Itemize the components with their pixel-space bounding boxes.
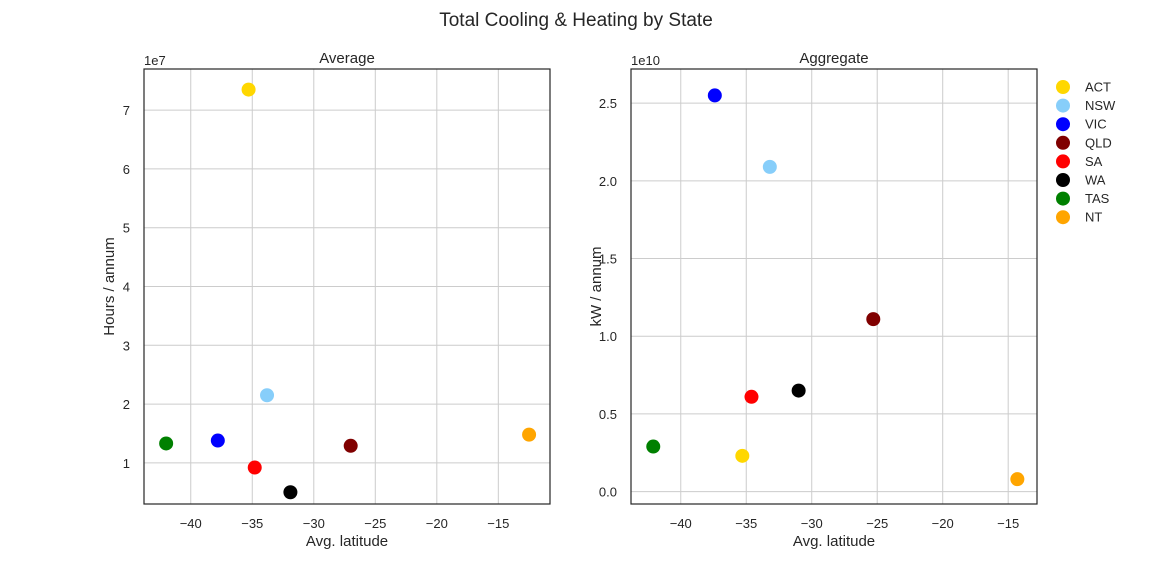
average-title: Average xyxy=(319,50,375,67)
legend-marker-nsw xyxy=(1056,98,1070,113)
legend-marker-act xyxy=(1056,80,1070,94)
legend-label-qld: QLD xyxy=(1085,135,1112,150)
legend-label-nsw: NSW xyxy=(1085,98,1116,113)
aggregate-offset-label: 1e10 xyxy=(631,53,660,68)
average-y-tick-label: 5 xyxy=(123,221,130,236)
average-chart: −40 −35 −30 −25 −20 −15 1 2 3 4 5 6 7 1e7 Average Avg. … xyxy=(101,50,551,550)
aggregate-y-tick-label: 0.0 xyxy=(599,485,617,500)
figure-title: Total Cooling & Heating by State xyxy=(439,10,713,31)
average-x-tick-label: −40 xyxy=(180,516,202,531)
legend-label-nt: NT xyxy=(1085,210,1102,225)
average-point-vic xyxy=(210,433,225,448)
aggregate-x-tick-label: −20 xyxy=(932,516,954,531)
aggregate-point-vic xyxy=(707,88,722,103)
average-point-nsw xyxy=(260,388,275,403)
average-y-tick-label: 7 xyxy=(123,103,130,118)
average-y-axis-label: Hours / annum xyxy=(101,237,118,335)
legend-marker-qld xyxy=(1056,135,1070,150)
legend-marker-nt xyxy=(1056,210,1070,225)
average-point-wa xyxy=(283,485,298,500)
aggregate-point-wa xyxy=(791,383,806,398)
aggregate-y-tick-label: 1.0 xyxy=(599,329,617,344)
aggregate-point-nt xyxy=(1010,472,1025,487)
aggregate-x-tick-label: −15 xyxy=(997,516,1019,531)
average-y-tick-label: 6 xyxy=(123,162,130,177)
average-offset-label: 1e7 xyxy=(144,53,166,68)
aggregate-chart: −40 −35 −30 −25 −20 −15 0.0 0.5 1.0 1.5 2.0 2.5 1e10… xyxy=(588,50,1038,550)
aggregate-y-tick-label: 1.5 xyxy=(599,252,617,267)
legend-label-sa: SA xyxy=(1085,154,1103,169)
aggregate-y-axis-label: kW / annum xyxy=(588,246,605,326)
average-point-tas xyxy=(159,436,174,451)
legend-marker-tas xyxy=(1056,191,1070,206)
average-x-axis-label: Avg. latitude xyxy=(306,533,388,550)
average-x-tick-label: −15 xyxy=(487,516,509,531)
aggregate-x-tick-label: −35 xyxy=(735,516,757,531)
average-point-act xyxy=(241,82,256,97)
average-x-tick-label: −20 xyxy=(426,516,448,531)
legend-marker-sa xyxy=(1056,154,1070,169)
aggregate-point-sa xyxy=(744,389,759,404)
aggregate-y-tick-label: 0.5 xyxy=(599,407,617,422)
average-point-nt xyxy=(522,427,537,442)
average-y-tick-label: 3 xyxy=(123,338,130,353)
average-x-tick-label: −30 xyxy=(303,516,325,531)
aggregate-point-tas xyxy=(646,439,661,454)
aggregate-title: Aggregate xyxy=(799,50,868,67)
aggregate-x-axis-label: Avg. latitude xyxy=(793,533,875,550)
legend-label-wa: WA xyxy=(1085,173,1106,188)
aggregate-point-act xyxy=(735,448,750,463)
aggregate-plot-frame xyxy=(630,68,1038,505)
average-plot-frame xyxy=(143,68,551,505)
legend-label-vic: VIC xyxy=(1085,117,1107,132)
legend-label-tas: TAS xyxy=(1085,191,1110,206)
average-point-sa xyxy=(247,460,262,475)
average-x-tick-label: −25 xyxy=(364,516,386,531)
aggregate-y-tick-label: 2.0 xyxy=(599,174,617,189)
aggregate-x-tick-label: −40 xyxy=(670,516,692,531)
legend-label-act: ACT xyxy=(1085,80,1111,95)
aggregate-point-nsw xyxy=(762,159,777,174)
aggregate-x-tick-label: −25 xyxy=(866,516,888,531)
legend: ACT NSW VIC QLD SA WA TAS NT xyxy=(1056,80,1116,225)
aggregate-y-tick-label: 2.5 xyxy=(599,96,617,111)
aggregate-point-qld xyxy=(866,312,881,327)
legend-marker-wa xyxy=(1056,173,1070,187)
legend-marker-vic xyxy=(1056,117,1070,132)
average-x-tick-label: −35 xyxy=(241,516,263,531)
average-point-qld xyxy=(343,438,358,453)
average-y-tick-label: 2 xyxy=(123,397,130,412)
aggregate-x-tick-label: −30 xyxy=(801,516,823,531)
average-y-tick-label: 1 xyxy=(123,456,130,471)
average-y-tick-label: 4 xyxy=(123,280,130,295)
